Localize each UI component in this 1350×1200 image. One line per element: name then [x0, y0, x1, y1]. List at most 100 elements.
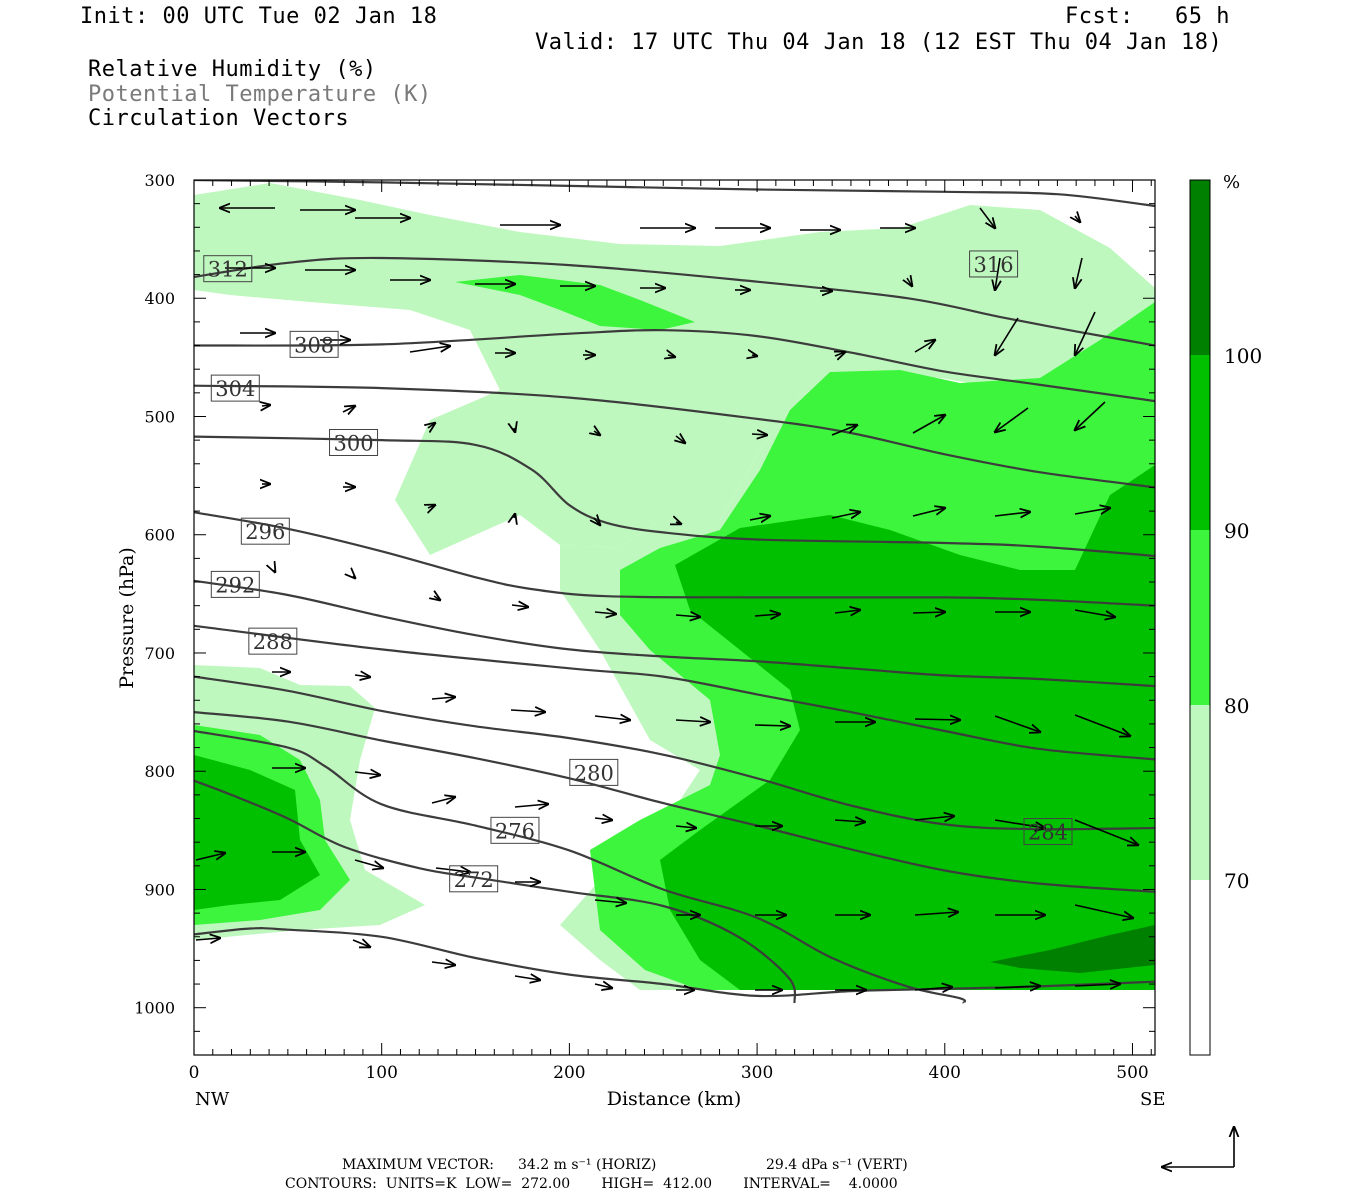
circulation-vector	[676, 522, 681, 524]
y-axis: 300 400 500 600 700 800 900 1000	[134, 171, 1155, 1056]
y-tick-label: 300	[144, 171, 175, 190]
theta-contour-296	[194, 511, 1155, 607]
svg-text:276: 276	[495, 819, 535, 843]
circulation-vector	[979, 207, 995, 228]
circulation-vector	[1075, 257, 1083, 288]
forecast-hour: Fcst: 65 h	[1065, 4, 1230, 29]
theta-contour-316	[194, 180, 1155, 208]
circulation-vector	[514, 804, 548, 807]
colorbar-label-100: 100	[1224, 344, 1262, 368]
circulation-vector	[428, 505, 435, 508]
rh-over-100	[990, 925, 1155, 973]
contour-info: CONTOURS: UNITS=K LOW= 272.00 HIGH= 412.…	[285, 1176, 898, 1192]
circulation-vector	[514, 428, 515, 432]
relative-humidity-shading	[194, 183, 1155, 990]
nw-end-label: NW	[195, 1089, 230, 1110]
theta-contour-276	[194, 729, 967, 1005]
svg-text:312: 312	[208, 258, 248, 282]
circulation-vector	[594, 900, 626, 903]
circulation-vector	[835, 352, 845, 356]
theta-contour-292	[194, 579, 1155, 688]
svg-text:288: 288	[253, 630, 293, 654]
theta-contour-304	[194, 384, 1155, 489]
theta-contour-272	[194, 779, 797, 1004]
circulation-vector	[1075, 216, 1080, 222]
svg-text:316: 316	[974, 253, 1014, 277]
theta-contour-284	[194, 675, 1155, 831]
contour-label-292: 292	[210, 570, 260, 598]
field-relative-humidity: Relative Humidity (%)	[88, 57, 377, 82]
svg-text:292: 292	[215, 573, 255, 597]
reference-vector-icon	[1162, 1127, 1234, 1167]
circulation-vector	[831, 425, 857, 436]
colorbar-seg-90	[1190, 530, 1210, 705]
circulation-vector	[435, 868, 470, 872]
theta-contour-288	[194, 624, 1155, 761]
init-time: Init: 00 UTC Tue 02 Jan 18	[80, 4, 438, 29]
y-tick-label: 900	[144, 880, 175, 899]
circulation-vector	[594, 518, 600, 525]
circulation-vector	[409, 346, 450, 353]
svg-text:284: 284	[1028, 821, 1068, 845]
circulation-vector	[354, 859, 383, 868]
contour-label-284: 284	[1023, 818, 1073, 846]
circulation-vector	[994, 819, 1045, 828]
circulation-vector	[1074, 609, 1115, 617]
circulation-vector	[834, 610, 860, 613]
colorbar-unit: %	[1223, 172, 1240, 193]
field-circulation-vectors: Circulation Vectors	[88, 106, 350, 131]
rh-90-100-right	[660, 465, 1155, 990]
y-tick-label: 400	[144, 289, 175, 308]
circulation-vector	[195, 853, 225, 861]
circulation-vector	[262, 405, 270, 406]
x-axis-title: Distance (km)	[607, 1088, 742, 1110]
colorbar: % 100 90 80 70	[1189, 172, 1262, 1056]
plot-frame	[193, 179, 1156, 1056]
circulation-vector	[1074, 904, 1133, 918]
circulation-vector	[342, 406, 355, 412]
svg-text:272: 272	[454, 868, 494, 892]
circulation-vector	[1074, 714, 1130, 736]
circulation-vector	[434, 596, 440, 600]
circulation-vector	[514, 976, 540, 980]
field-potential-temperature: Potential Temperature (K)	[88, 82, 432, 107]
circulation-vector	[354, 772, 380, 775]
y-tick-label: 800	[144, 762, 175, 781]
circulation-vector	[1075, 401, 1106, 430]
theta-contour-312	[194, 256, 1155, 347]
circulation-vector	[511, 605, 528, 607]
circulation-vector	[594, 716, 630, 720]
circulation-vector	[594, 612, 616, 614]
circulation-vector	[831, 512, 860, 518]
circulation-vector	[1074, 508, 1110, 514]
contour-label-296: 296	[240, 517, 290, 545]
circulation-vector	[195, 938, 220, 940]
circulation-vector	[594, 818, 612, 820]
contour-label-272: 272	[449, 865, 499, 893]
y-axis-title: Pressure (hPa)	[116, 547, 138, 689]
circulation-vector	[353, 576, 355, 578]
colorbar-label-90: 90	[1224, 519, 1249, 543]
max-vert-vector: 29.4 dPa s⁻¹ (VERT)	[766, 1157, 908, 1173]
x-tick-label: 500	[1116, 1063, 1148, 1083]
circulation-vector	[1074, 984, 1120, 986]
circulation-vector	[914, 987, 952, 990]
colorbar-seg-70	[1190, 880, 1210, 1055]
se-end-label: SE	[1140, 1089, 1165, 1110]
svg-text:280: 280	[574, 761, 614, 785]
colorbar-label-70: 70	[1224, 869, 1249, 893]
colorbar-seg-100	[1190, 355, 1210, 530]
contour-labels: 316 312 308 304 300 296 292 288 284 280 276 272	[203, 250, 1073, 893]
x-axis: 0 100 200 300 400 500	[189, 180, 1152, 1083]
circulation-vector	[994, 715, 1040, 732]
y-tick-label: 500	[144, 407, 175, 426]
x-tick-label: 200	[553, 1063, 585, 1083]
theta-contour-300	[194, 435, 1155, 558]
circulation-vector	[995, 317, 1019, 355]
valid-time: Valid: 17 UTC Thu 04 Jan 18 (12 EST Thu …	[535, 30, 1223, 55]
circulation-vector	[352, 940, 370, 947]
contour-label-308: 308	[289, 330, 339, 358]
x-tick-label: 400	[929, 1063, 961, 1083]
contour-label-304: 304	[210, 374, 260, 402]
rh-90-100-lower-left	[194, 755, 320, 910]
